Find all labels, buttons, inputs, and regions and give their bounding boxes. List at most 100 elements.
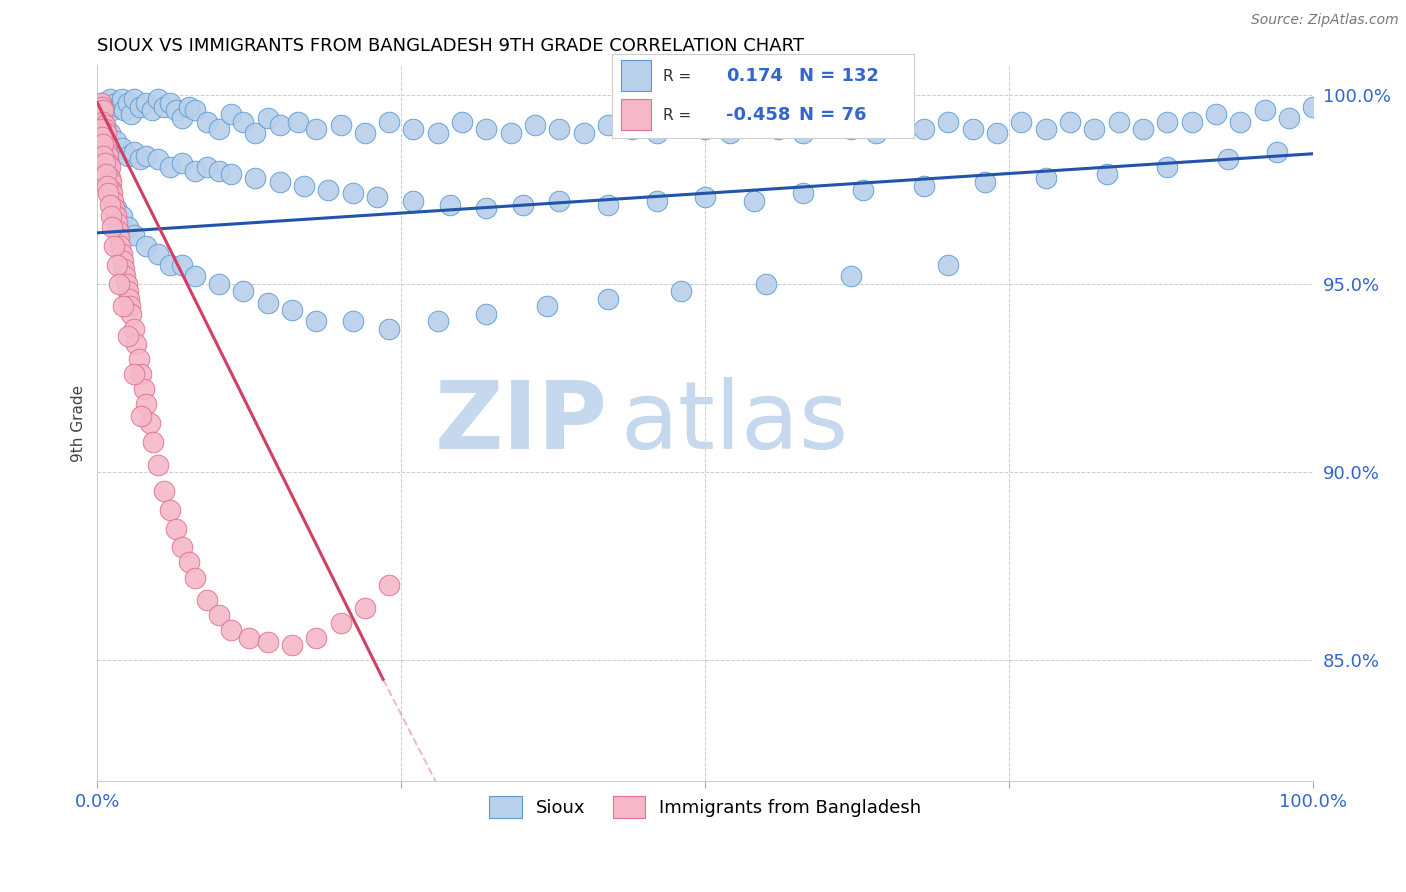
Point <box>742 194 765 208</box>
Point <box>97 156 120 170</box>
Point <box>792 186 814 201</box>
Point <box>129 153 152 167</box>
Point <box>1181 114 1204 128</box>
Point <box>512 197 534 211</box>
Point <box>172 541 194 555</box>
Point <box>122 227 145 242</box>
Point <box>329 119 352 133</box>
Point <box>112 103 135 118</box>
Point <box>548 122 571 136</box>
Point <box>1156 114 1178 128</box>
Point <box>256 295 278 310</box>
Point <box>101 186 124 201</box>
Point <box>1205 107 1227 121</box>
Point <box>129 100 152 114</box>
Point <box>93 148 115 162</box>
Point <box>1010 114 1032 128</box>
Point <box>172 111 194 125</box>
Point <box>159 258 181 272</box>
Point <box>353 126 375 140</box>
Text: N = 132: N = 132 <box>799 68 879 86</box>
Point <box>135 239 157 253</box>
Point <box>105 258 128 272</box>
Point <box>159 160 181 174</box>
Point <box>183 269 205 284</box>
Point <box>172 156 194 170</box>
Point <box>111 299 134 313</box>
Point <box>93 103 115 118</box>
Point <box>117 284 139 298</box>
Point <box>1108 114 1130 128</box>
Point <box>669 119 692 133</box>
Point <box>451 114 474 128</box>
Point <box>499 126 522 140</box>
Point <box>342 314 364 328</box>
Point <box>596 119 619 133</box>
Point <box>183 570 205 584</box>
Point <box>100 182 122 196</box>
Bar <box>620 99 651 130</box>
Point <box>238 631 260 645</box>
Point <box>122 367 145 381</box>
Point <box>548 194 571 208</box>
Point <box>132 382 155 396</box>
Point <box>110 239 132 253</box>
Point <box>93 137 115 152</box>
Point <box>195 593 218 607</box>
Point <box>111 141 134 155</box>
Point <box>305 631 328 645</box>
Point <box>245 126 267 140</box>
Point <box>232 114 254 128</box>
Point <box>183 103 205 118</box>
Point <box>219 107 242 121</box>
Point <box>90 122 112 136</box>
Point <box>93 122 115 136</box>
Point <box>118 292 141 306</box>
Text: R =: R = <box>664 69 692 84</box>
Point <box>768 122 790 136</box>
Point <box>98 171 121 186</box>
Point <box>93 114 115 128</box>
Point <box>475 307 498 321</box>
Point <box>245 171 267 186</box>
Point <box>986 126 1008 140</box>
Point <box>1095 168 1118 182</box>
Point <box>195 160 218 174</box>
Point <box>366 190 388 204</box>
Point <box>111 246 134 260</box>
Point <box>103 202 125 216</box>
Text: 0.174: 0.174 <box>727 68 783 86</box>
Point <box>1035 171 1057 186</box>
Point <box>135 95 157 110</box>
Point <box>1218 153 1240 167</box>
Point <box>104 95 127 110</box>
Point <box>1253 103 1275 118</box>
Point <box>342 186 364 201</box>
Point <box>974 175 997 189</box>
Point <box>177 556 200 570</box>
Point <box>426 126 449 140</box>
Point <box>91 100 114 114</box>
Point <box>105 216 128 230</box>
Point <box>104 209 127 223</box>
Point <box>475 202 498 216</box>
Point <box>269 119 291 133</box>
Y-axis label: 9th Grade: 9th Grade <box>72 384 86 462</box>
Point <box>100 175 122 189</box>
Legend: Sioux, Immigrants from Bangladesh: Sioux, Immigrants from Bangladesh <box>482 789 929 826</box>
Point <box>1059 114 1081 128</box>
Point <box>135 148 157 162</box>
Point <box>475 122 498 136</box>
Point <box>117 95 139 110</box>
Point <box>117 329 139 343</box>
Point <box>378 578 401 592</box>
Point <box>183 163 205 178</box>
Point <box>142 434 165 449</box>
Point <box>912 178 935 193</box>
Point <box>524 119 547 133</box>
Point <box>96 100 118 114</box>
Point <box>755 277 778 291</box>
Point <box>1302 100 1324 114</box>
Text: SIOUX VS IMMIGRANTS FROM BANGLADESH 9TH GRADE CORRELATION CHART: SIOUX VS IMMIGRANTS FROM BANGLADESH 9TH … <box>97 37 804 55</box>
Point <box>146 153 169 167</box>
